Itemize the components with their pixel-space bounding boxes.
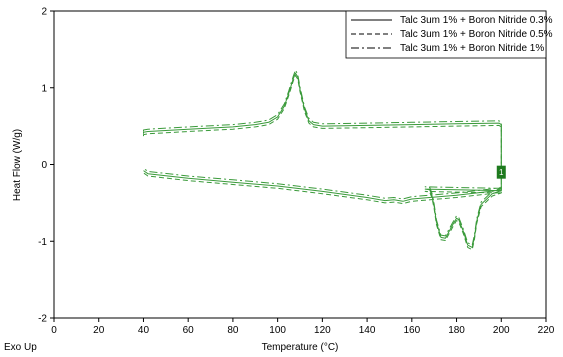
x-tick-label: 40 — [138, 325, 150, 336]
legend: Talc 3um 1% + Boron Nitride 0.3% Talc 3u… — [345, 10, 553, 59]
series-line-2 — [143, 75, 502, 251]
y-axis-title: Heat Flow (W/g) — [12, 129, 23, 201]
x-tick-label: 60 — [183, 325, 195, 336]
x-tick-label: 200 — [493, 325, 510, 336]
x-tick-label: 100 — [269, 325, 286, 336]
x-tick-label: 120 — [314, 325, 331, 336]
legend-label-2: Talc 3um 1% + Boron Nitride 0.5% — [400, 29, 553, 40]
series-line-3 — [143, 69, 502, 246]
x-tick-label: 140 — [359, 325, 376, 336]
exo-up-label: Exo Up — [4, 342, 37, 353]
series-line-1 — [143, 72, 502, 248]
x-tick-label: 160 — [403, 325, 420, 336]
marker-label: 1 — [499, 168, 504, 177]
y-tick-label: -1 — [38, 237, 47, 248]
x-axis-title: Temperature (°C) — [262, 342, 339, 353]
marker-box — [496, 165, 506, 179]
y-tick-label: 0 — [41, 160, 47, 171]
legend-label-1: Talc 3um 1% + Boron Nitride 0.3% — [400, 15, 553, 26]
axis-ticks: 0 20 40 60 80 100 120 140 160 180 200 220 -2 -1 0 1 2 — [38, 7, 555, 337]
legend-label-3: Talc 3um 1% + Boron Nitride 1% — [400, 43, 544, 54]
x-tick-label: 0 — [51, 325, 57, 336]
y-tick-label: -2 — [38, 314, 47, 325]
y-tick-label: 2 — [41, 7, 47, 18]
x-tick-label: 80 — [227, 325, 239, 336]
end-marker: 1 — [496, 165, 506, 179]
x-tick-label: 220 — [538, 325, 555, 336]
x-tick-label: 180 — [448, 325, 465, 336]
series-layer — [143, 69, 502, 251]
y-tick-label: 1 — [41, 83, 47, 94]
x-tick-label: 20 — [93, 325, 105, 336]
